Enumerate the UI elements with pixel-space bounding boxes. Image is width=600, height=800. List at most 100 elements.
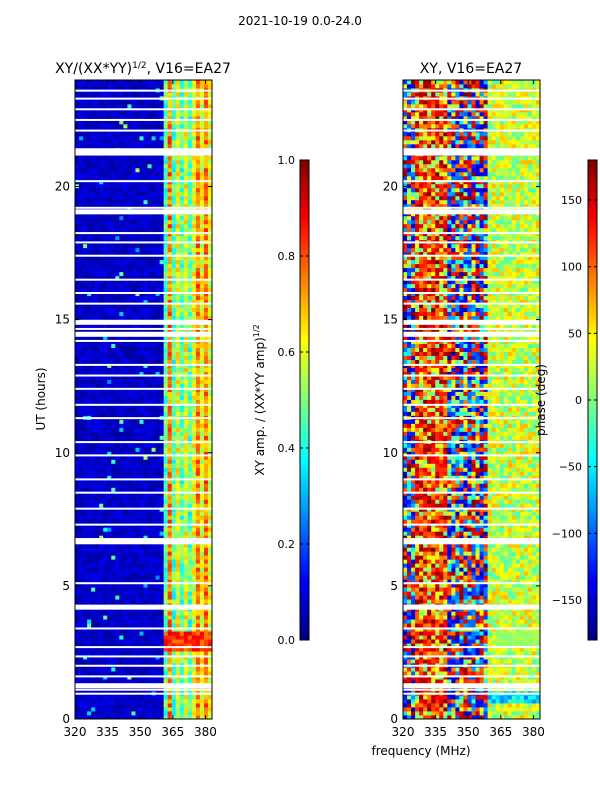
normalized-amplitude-cell	[99, 303, 104, 309]
normalized-amplitude-cell	[203, 391, 209, 396]
normalized-amplitude-cell	[75, 243, 80, 249]
normalized-amplitude-cell	[83, 391, 88, 396]
normalized-amplitude-cell	[87, 479, 92, 484]
normalized-amplitude-cell	[103, 247, 108, 253]
normalized-amplitude-cell	[167, 191, 173, 197]
normalized-amplitude-cell	[143, 531, 148, 536]
normalized-amplitude-cell	[207, 563, 212, 568]
normalized-amplitude-cell	[111, 307, 116, 313]
normalized-amplitude-cell	[179, 375, 185, 380]
normalized-amplitude-cell	[87, 271, 92, 277]
normalized-amplitude-cell	[131, 259, 136, 265]
normalized-amplitude-cell	[87, 651, 92, 656]
normalized-amplitude-cell	[115, 527, 120, 532]
normalized-amplitude-cell	[87, 575, 92, 580]
normalized-amplitude-cell	[187, 659, 193, 664]
normalized-amplitude-cell	[103, 567, 108, 572]
normalized-amplitude-cell	[207, 595, 212, 600]
normalized-amplitude-cell	[111, 235, 116, 241]
normalized-amplitude-cell	[159, 407, 165, 412]
normalized-amplitude-cell	[171, 431, 177, 436]
normalized-amplitude-cell	[131, 567, 136, 572]
normalized-amplitude-cell	[95, 163, 100, 169]
normalized-amplitude-cell	[163, 299, 169, 305]
normalized-amplitude-cell	[179, 431, 185, 436]
normalized-amplitude-cell	[199, 667, 205, 672]
normalized-amplitude-cell	[143, 455, 148, 460]
normalized-amplitude-cell	[87, 447, 92, 452]
normalized-amplitude-cell	[131, 295, 136, 301]
normalized-amplitude-cell	[75, 619, 80, 624]
normalized-amplitude-cell	[151, 243, 156, 249]
normalized-amplitude-cell	[207, 659, 212, 664]
normalized-amplitude-cell	[183, 395, 189, 400]
normalized-amplitude-cell	[107, 595, 112, 600]
normalized-amplitude-cell	[79, 391, 84, 396]
normalized-amplitude-cell	[135, 131, 140, 137]
normalized-amplitude-cell	[135, 559, 140, 564]
normalized-amplitude-cell	[127, 695, 132, 700]
normalized-amplitude-cell	[131, 503, 136, 508]
normalized-amplitude-cell	[159, 435, 165, 440]
normalized-amplitude-cell	[143, 283, 148, 289]
normalized-amplitude-cell	[203, 479, 209, 484]
normalized-amplitude-cell	[119, 447, 124, 452]
normalized-amplitude-cell	[151, 467, 156, 472]
normalized-amplitude-cell	[155, 699, 161, 704]
normalized-amplitude-cell	[187, 287, 193, 293]
normalized-amplitude-cell	[195, 395, 201, 400]
normalized-amplitude-cell	[115, 651, 120, 656]
normalized-amplitude-cell	[167, 635, 173, 640]
normalized-amplitude-cell	[111, 475, 116, 480]
normalized-amplitude-cell	[171, 567, 177, 572]
normalized-amplitude-cell	[119, 255, 124, 261]
normalized-amplitude-cell	[103, 667, 108, 672]
normalized-amplitude-cell	[87, 303, 92, 309]
normalized-amplitude-cell	[115, 375, 120, 380]
normalized-amplitude-cell	[111, 395, 116, 400]
normalized-amplitude-cell	[91, 543, 96, 548]
normalized-amplitude-cell	[199, 295, 205, 301]
normalized-amplitude-cell	[83, 299, 88, 305]
normalized-amplitude-cell	[135, 435, 140, 440]
normalized-amplitude-cell	[179, 235, 185, 241]
normalized-amplitude-cell	[187, 531, 193, 536]
normalized-amplitude-cell	[111, 199, 116, 205]
normalized-amplitude-cell	[75, 703, 80, 708]
normalized-amplitude-cell	[103, 359, 108, 364]
normalized-amplitude-cell	[175, 679, 181, 684]
normalized-amplitude-cell	[139, 623, 144, 628]
normalized-amplitude-cell	[135, 315, 140, 321]
normalized-amplitude-cell	[183, 631, 189, 636]
normalized-amplitude-cell	[155, 419, 161, 424]
normalized-amplitude-cell	[91, 551, 96, 556]
normalized-amplitude-cell	[115, 639, 120, 644]
normalized-amplitude-cell	[135, 307, 140, 313]
normalized-amplitude-cell	[175, 707, 181, 712]
normalized-amplitude-cell	[195, 159, 201, 165]
normalized-amplitude-cell	[115, 395, 120, 400]
normalized-amplitude-cell	[155, 267, 161, 273]
normalized-amplitude-cell	[107, 159, 112, 165]
normalized-amplitude-cell	[123, 323, 128, 329]
normalized-amplitude-cell	[155, 171, 161, 177]
normalized-amplitude-cell	[147, 227, 152, 233]
normalized-amplitude-cell	[135, 659, 140, 664]
normalized-amplitude-cell	[95, 707, 100, 712]
normalized-amplitude-cell	[155, 595, 161, 600]
normalized-amplitude-cell	[119, 235, 124, 241]
normalized-amplitude-cell	[95, 591, 100, 596]
normalized-amplitude-cell	[87, 423, 92, 428]
normalized-amplitude-cell	[203, 283, 209, 289]
normalized-amplitude-cell	[95, 411, 100, 416]
normalized-amplitude-cell	[115, 131, 120, 137]
normalized-amplitude-cell	[207, 599, 212, 604]
normalized-amplitude-cell	[143, 383, 148, 388]
normalized-amplitude-cell	[115, 287, 120, 293]
normalized-amplitude-cell	[167, 335, 173, 340]
normalized-amplitude-cell	[147, 243, 152, 249]
normalized-amplitude-cell	[143, 243, 148, 249]
normalized-amplitude-cell	[175, 155, 181, 161]
normalized-amplitude-cell	[171, 131, 177, 137]
normalized-amplitude-cell	[115, 175, 120, 181]
